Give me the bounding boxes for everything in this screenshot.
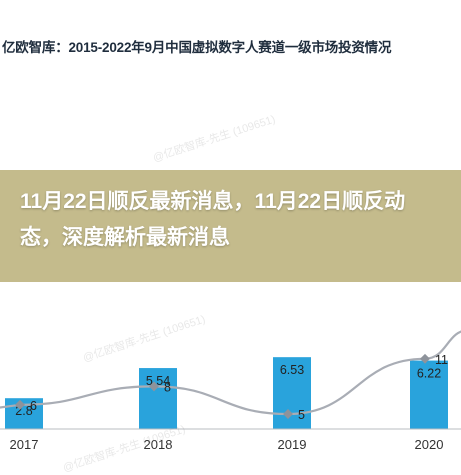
line-value-label: 6 — [30, 399, 37, 413]
title-banner: 11月22日顺反最新消息，11月22日顺反动态，深度解析最新消息 — [0, 170, 461, 282]
bar — [139, 368, 177, 429]
bar-value-label: 6.53 — [280, 363, 304, 377]
line-layer: 6 8 5 11 — [0, 330, 461, 422]
bar — [273, 357, 311, 429]
line-series — [0, 330, 461, 416]
x-tick-label: 2020 — [415, 437, 444, 452]
x-tick-label: 2019 — [278, 437, 307, 452]
line-point — [420, 353, 430, 364]
chart-title: 亿欧智库：2015-2022年9月中国虚拟数字人赛道一级市场投资情况 — [2, 40, 392, 55]
banner-text: 11月22日顺反最新消息，11月22日顺反动态，深度解析最新消息 — [20, 190, 406, 249]
line-value-label: 5 — [298, 408, 305, 422]
line-value-label: 11 — [435, 353, 448, 367]
bar — [410, 360, 448, 429]
ticks-layer: 2017 2018 2019 2020 — [10, 437, 444, 452]
x-tick-label: 2017 — [10, 437, 39, 452]
line-point — [149, 381, 159, 392]
bar-value-label: 6.22 — [417, 367, 441, 381]
x-tick-label: 2018 — [144, 437, 173, 452]
line-point — [283, 409, 293, 419]
line-value-label: 8 — [164, 380, 171, 394]
